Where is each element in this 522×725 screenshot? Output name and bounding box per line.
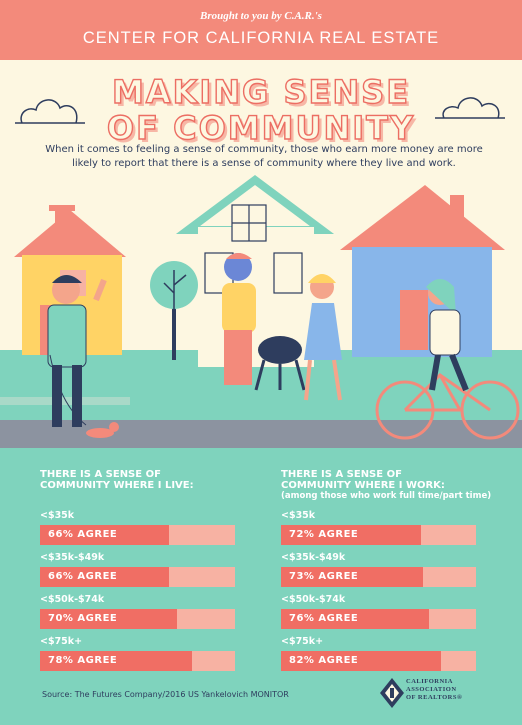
logo-text: CALIFORNIA ASSOCIATION OF REALTORS® — [406, 678, 462, 702]
woman-waving-icon — [304, 274, 342, 401]
source-text: Source: The Futures Company/2016 US Yank… — [42, 690, 289, 699]
agree-bar-fill — [40, 651, 192, 671]
realtors-logo-icon — [380, 678, 404, 708]
cloud-right-icon — [435, 97, 505, 119]
agree-bar: 76% AGREE — [281, 609, 476, 629]
logo-line1: CALIFORNIA — [406, 678, 453, 685]
tree-icon — [150, 261, 198, 360]
title-line-1: MAKING SENSE — [111, 73, 411, 111]
agree-label: 76% AGREE — [289, 613, 359, 624]
income-label: <$35k-$49k — [281, 552, 346, 563]
blue-house-icon — [340, 185, 505, 357]
man-with-dog-icon — [47, 275, 119, 438]
work-heading-line1: THERE IS A SENSE OF — [281, 469, 402, 480]
live-heading-line2: COMMUNITY WHERE I LIVE: — [40, 480, 194, 491]
cloud-left-icon — [15, 99, 85, 124]
agree-bar: 66% AGREE — [40, 525, 235, 545]
income-label: <$50k-$74k — [281, 594, 346, 605]
cyclist-icon — [375, 279, 520, 440]
center-name: CENTER FOR CALIFORNIA REAL ESTATE — [82, 29, 440, 47]
agree-bar: 72% AGREE — [281, 525, 476, 545]
work-subheading: (among those who work full time/part tim… — [281, 491, 492, 501]
logo-line3: OF REALTORS® — [406, 694, 463, 701]
title-line-2: OF COMMUNITY — [106, 109, 416, 147]
income-label: <$75k+ — [40, 636, 83, 647]
income-label: <$50k-$74k — [40, 594, 105, 605]
agree-bar: 66% AGREE — [40, 567, 235, 587]
live-heading: THERE IS A SENSE OF COMMUNITY WHERE I LI… — [40, 469, 194, 491]
live-heading-line1: THERE IS A SENSE OF — [40, 469, 161, 480]
agree-bar: 70% AGREE — [40, 609, 235, 629]
agree-label: 66% AGREE — [48, 529, 118, 540]
agree-bar: 73% AGREE — [281, 567, 476, 587]
income-label: <$35k — [40, 510, 75, 521]
income-label: <$35k — [281, 510, 316, 521]
intro-text: When it comes to feeling a sense of comm… — [45, 144, 483, 169]
brought-to-you-text: Brought to you by C.A.R.'s — [200, 10, 322, 22]
agree-bar-fill — [40, 525, 169, 545]
neighborhood-illustration — [0, 175, 522, 465]
agree-bar: 78% AGREE — [40, 651, 235, 671]
agree-label: 72% AGREE — [289, 529, 359, 540]
income-label: <$35k-$49k — [40, 552, 105, 563]
agree-label: 66% AGREE — [48, 571, 118, 582]
car-logo: CALIFORNIA ASSOCIATION OF REALTORS® — [380, 676, 500, 716]
agree-bar: 82% AGREE — [281, 651, 476, 671]
agree-bar-fill — [40, 609, 177, 629]
white-house-icon — [175, 175, 335, 367]
stats-panel: THERE IS A SENSE OF COMMUNITY WHERE I LI… — [0, 455, 522, 725]
agree-bar-fill — [40, 567, 169, 587]
man-with-grill-icon — [222, 253, 306, 391]
agree-label: 82% AGREE — [289, 655, 359, 666]
agree-label: 78% AGREE — [48, 655, 118, 666]
header-banner: Brought to you by C.A.R.'s CENTER FOR CA… — [0, 0, 522, 60]
work-heading-line2: COMMUNITY WHERE I WORK: — [281, 480, 445, 491]
agree-bar-fill — [281, 651, 441, 671]
agree-label: 73% AGREE — [289, 571, 359, 582]
agree-bar-fill — [281, 609, 429, 629]
work-heading: THERE IS A SENSE OF COMMUNITY WHERE I WO… — [281, 469, 491, 502]
logo-line2: ASSOCIATION — [406, 686, 457, 693]
income-label: <$75k+ — [281, 636, 324, 647]
agree-label: 70% AGREE — [48, 613, 118, 624]
agree-bar-fill — [281, 567, 423, 587]
agree-bar-fill — [281, 525, 421, 545]
